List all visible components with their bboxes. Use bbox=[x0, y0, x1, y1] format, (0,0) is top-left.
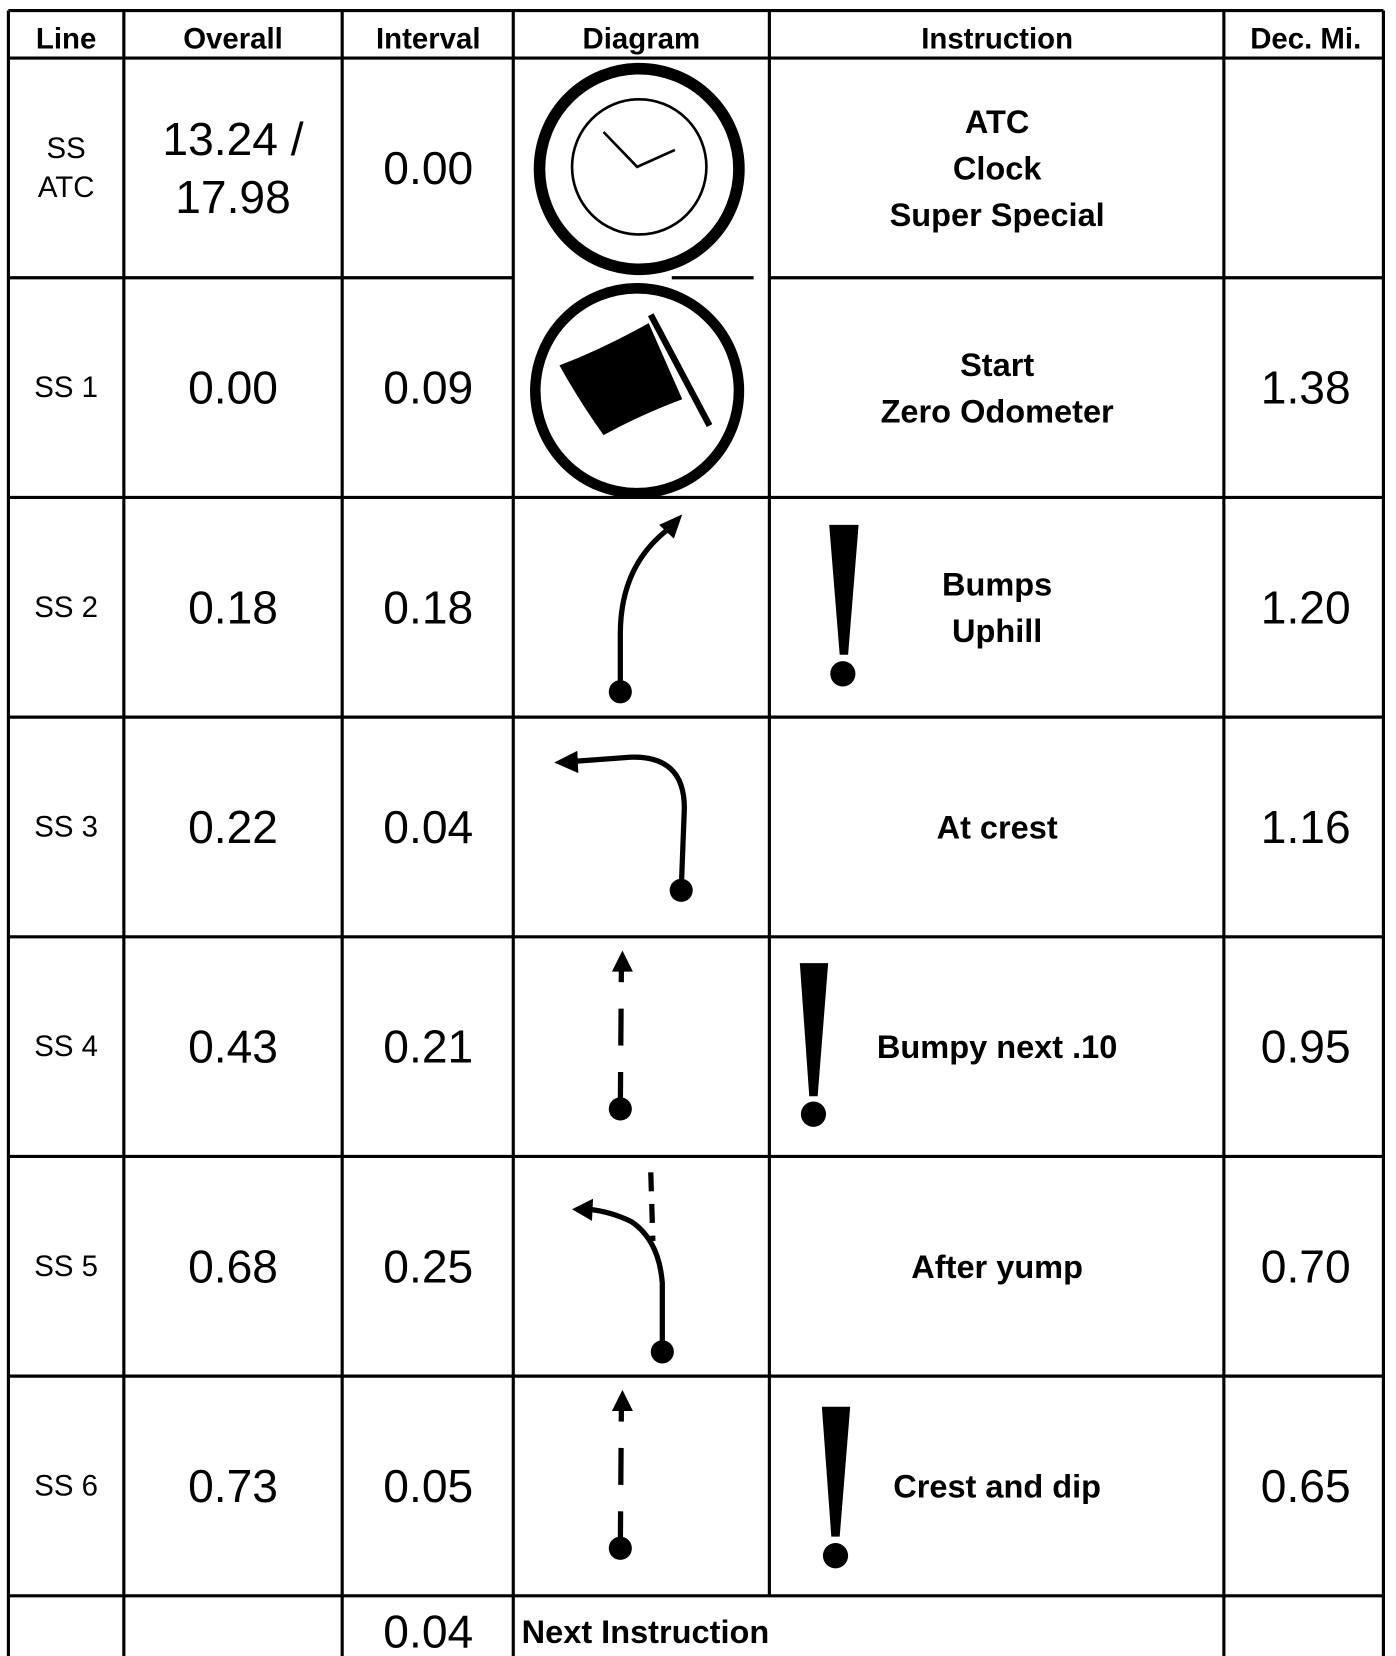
dec-mi-cell: 1.38 bbox=[1261, 362, 1351, 414]
interval-cell: 0.09 bbox=[383, 362, 473, 414]
straight-icon bbox=[608, 950, 633, 1121]
left-turn-icon bbox=[554, 750, 693, 902]
instruction-cell: Bumps bbox=[942, 565, 1052, 602]
line-cell: SS 1 bbox=[34, 371, 98, 404]
footer-interval: 0.04 bbox=[383, 1606, 473, 1656]
dec-mi-cell: 1.16 bbox=[1261, 801, 1351, 853]
table-grid bbox=[6, 8, 1385, 1656]
dec-mi-cell: 0.65 bbox=[1261, 1460, 1351, 1512]
instruction-cell: Bumpy next .10 bbox=[877, 1028, 1117, 1065]
column-header: Interval bbox=[376, 23, 481, 56]
dec-mi-cell: 0.70 bbox=[1261, 1240, 1351, 1292]
keep-left-icon bbox=[572, 1172, 674, 1364]
interval-cell: 0.21 bbox=[383, 1021, 473, 1073]
straight-icon bbox=[608, 1389, 633, 1560]
column-header: Diagram bbox=[583, 23, 701, 56]
line-cell: SS 2 bbox=[34, 591, 98, 624]
instruction-cell: ATC bbox=[965, 103, 1029, 140]
overall-cell: 17.98 bbox=[175, 171, 291, 223]
interval-cell: 0.00 bbox=[383, 142, 473, 194]
column-header: Instruction bbox=[921, 23, 1073, 56]
line-cell: ATC bbox=[38, 171, 95, 204]
column-header: Dec. Mi. bbox=[1250, 23, 1361, 56]
line-cell: SS 5 bbox=[34, 1250, 98, 1283]
flag-icon bbox=[530, 283, 745, 499]
overall-cell: 0.00 bbox=[188, 362, 278, 414]
overall-cell: 0.22 bbox=[188, 801, 278, 853]
instruction-cell: At crest bbox=[937, 808, 1058, 845]
instruction-cell: Start bbox=[960, 346, 1034, 383]
instruction-cell: Clock bbox=[953, 149, 1042, 186]
interval-cell: 0.18 bbox=[383, 581, 473, 633]
interval-cell: 0.25 bbox=[383, 1240, 473, 1292]
overall-cell: 0.73 bbox=[188, 1460, 278, 1512]
instruction-cell: After yump bbox=[911, 1248, 1083, 1285]
interval-cell: 0.04 bbox=[383, 801, 473, 853]
bear-right-icon bbox=[608, 514, 683, 704]
line-cell: SS 6 bbox=[34, 1469, 98, 1502]
caution-icon bbox=[829, 524, 859, 687]
interval-cell: 0.05 bbox=[383, 1460, 473, 1512]
instruction-cell: Zero Odometer bbox=[881, 392, 1114, 429]
overall-cell: 0.68 bbox=[188, 1240, 278, 1292]
instruction-cell: Super Special bbox=[890, 196, 1105, 233]
overall-cell: 0.43 bbox=[188, 1021, 278, 1073]
caution-icon bbox=[799, 963, 829, 1127]
overall-cell: 13.24 / bbox=[162, 113, 303, 165]
column-header: Overall bbox=[183, 23, 283, 56]
table-text: Line Overall Interval Diagram Instruction Dec… bbox=[34, 23, 1361, 1656]
line-cell: SS 4 bbox=[34, 1030, 98, 1063]
instruction-cell: Uphill bbox=[952, 612, 1042, 649]
line-cell: SS bbox=[47, 132, 86, 165]
column-header: Line bbox=[36, 23, 96, 56]
dec-mi-cell: 0.95 bbox=[1261, 1021, 1351, 1073]
line-cell: SS 3 bbox=[34, 810, 98, 843]
dec-mi-cell: 1.20 bbox=[1261, 581, 1351, 633]
footer-instruction: Next Instruction bbox=[522, 1613, 770, 1650]
instruction-cell: Crest and dip bbox=[893, 1467, 1101, 1504]
diagrams bbox=[530, 62, 745, 1560]
caution-icon bbox=[821, 1406, 851, 1569]
overall-cell: 0.18 bbox=[188, 581, 278, 633]
clock-icon bbox=[533, 62, 745, 276]
caution-icons bbox=[799, 524, 859, 1569]
